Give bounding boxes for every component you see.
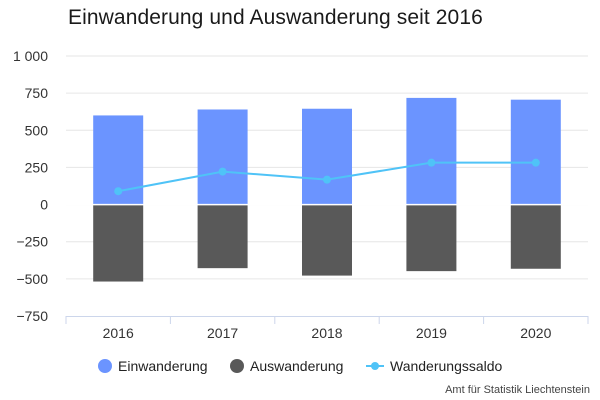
source-credit: Amt für Statistik Liechtenstein <box>445 384 590 396</box>
x-tick-label: 2020 <box>520 325 551 341</box>
point-wanderungssaldo[interactable] <box>531 158 540 167</box>
bar-auswanderung[interactable] <box>302 204 352 276</box>
legend-item-wanderungssaldo[interactable]: Wanderungssaldo <box>366 358 502 374</box>
x-tick-label: 2018 <box>311 325 342 341</box>
legend-item-auswanderung[interactable]: Auswanderung <box>230 358 343 374</box>
y-tick-label: 1 000 <box>13 48 48 64</box>
saldo-line <box>114 158 540 196</box>
legend-label-auswanderung: Auswanderung <box>250 358 344 374</box>
legend-label-wanderungssaldo: Wanderungssaldo <box>390 358 503 374</box>
legend: Einwanderung Auswanderung Wanderungssald… <box>0 358 600 386</box>
bar-einwanderung[interactable] <box>197 109 248 205</box>
bar-auswanderung[interactable] <box>197 204 248 269</box>
y-axis: 1 000 750 500 250 0 −250 −500 −750 <box>13 48 48 324</box>
point-wanderungssaldo[interactable] <box>218 167 227 176</box>
y-tick-label: 250 <box>25 159 49 175</box>
x-tick-label: 2016 <box>103 325 134 341</box>
point-wanderungssaldo[interactable] <box>114 187 123 196</box>
y-tick-label: −500 <box>16 271 48 287</box>
legend-swatch-einwanderung <box>98 359 112 373</box>
x-axis: 2016 2017 2018 2019 2020 <box>65 316 589 341</box>
y-tick-label: −250 <box>16 234 48 250</box>
y-tick-label: 750 <box>25 85 49 101</box>
bar-auswanderung[interactable] <box>510 204 561 269</box>
legend-label-einwanderung: Einwanderung <box>118 358 208 374</box>
y-tick-label: 500 <box>25 122 49 138</box>
y-tick-label: 0 <box>40 197 48 213</box>
point-wanderungssaldo[interactable] <box>427 158 436 167</box>
legend-item-einwanderung[interactable]: Einwanderung <box>98 358 208 374</box>
bar-einwanderung[interactable] <box>302 108 352 205</box>
legend-swatch-auswanderung <box>230 359 244 373</box>
legend-swatch-wanderungssaldo <box>366 359 384 373</box>
chart-title: Einwanderung und Auswanderung seit 2016 <box>68 6 483 29</box>
bar-einwanderung[interactable] <box>510 99 561 205</box>
point-wanderungssaldo[interactable] <box>323 175 331 184</box>
bar-einwanderung[interactable] <box>406 97 457 205</box>
x-tick-label: 2019 <box>416 325 447 341</box>
y-tick-label: −750 <box>16 308 48 324</box>
bar-auswanderung[interactable] <box>406 204 457 272</box>
bars <box>66 97 588 282</box>
bar-auswanderung[interactable] <box>93 204 144 282</box>
x-tick-label: 2017 <box>207 325 238 341</box>
